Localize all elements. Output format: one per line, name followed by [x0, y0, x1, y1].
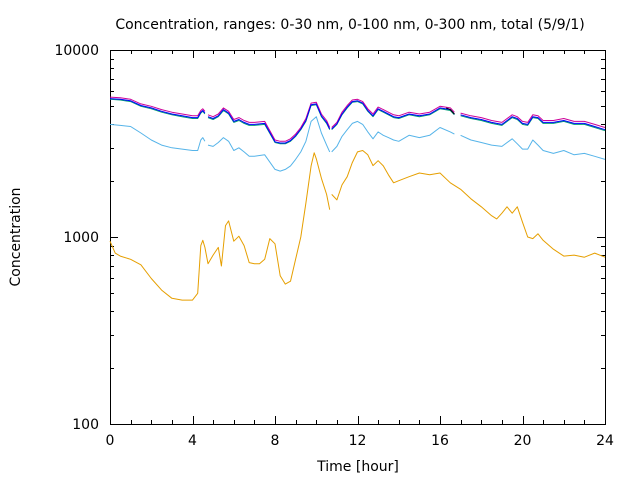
series-line: [331, 120, 455, 153]
series-line: [460, 134, 606, 160]
x-tick-label: 24: [596, 433, 614, 449]
series-line: [331, 98, 455, 128]
axis-ticks: [110, 50, 606, 425]
series-5: [446, 107, 455, 115]
series-line: [331, 100, 455, 130]
series-line: [207, 104, 331, 145]
y-axis-label: Concentration: [8, 187, 24, 286]
series-4: [109, 98, 606, 144]
series-0: [109, 150, 606, 301]
y-tick-label: 1000: [63, 230, 99, 246]
series-line: [207, 116, 331, 172]
series-line: [207, 103, 331, 144]
series-layer: [109, 96, 606, 301]
y-tick-label: 10000: [54, 43, 99, 59]
x-tick-label: 16: [431, 433, 449, 449]
x-tick-label: 20: [514, 433, 532, 449]
series-2: [109, 98, 606, 145]
series-line: [109, 123, 206, 151]
series-3: [109, 96, 606, 142]
x-tick-label: 12: [349, 433, 367, 449]
plot-frame: [110, 50, 606, 425]
series-line: [109, 96, 206, 117]
series-line: [331, 150, 606, 258]
chart-title: Concentration, ranges: 0-30 nm, 0-100 nm…: [115, 17, 584, 33]
y-tick-label: 100: [72, 417, 99, 433]
series-line: [331, 101, 455, 131]
series-line: [460, 115, 606, 132]
tick-labels: 0 4 8 12 16 20 24 100 1000 10000: [54, 43, 614, 449]
x-axis-label: Time [hour]: [316, 459, 399, 475]
series-line: [446, 107, 455, 115]
series-line: [207, 101, 331, 142]
series-line: [109, 98, 206, 119]
series-line: [109, 152, 331, 301]
x-tick-label: 0: [106, 433, 115, 449]
x-tick-label: 8: [271, 433, 280, 449]
series-line: [460, 114, 606, 131]
series-line: [460, 112, 606, 128]
series-1: [109, 116, 606, 172]
x-tick-label: 4: [188, 433, 197, 449]
